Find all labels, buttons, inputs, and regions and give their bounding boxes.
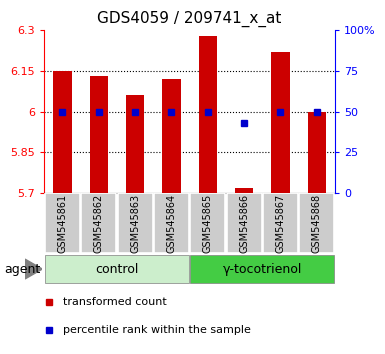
Text: GSM545867: GSM545867 (275, 193, 285, 253)
Bar (263, 193, 298, 253)
Text: agent: agent (4, 263, 40, 275)
Text: GSM545861: GSM545861 (57, 193, 67, 253)
Bar (90, 76, 108, 193)
Bar (235, 188, 253, 193)
Text: GSM545868: GSM545868 (312, 193, 322, 253)
Title: GDS4059 / 209741_x_at: GDS4059 / 209741_x_at (97, 11, 282, 27)
Bar (190, 255, 334, 283)
Bar (162, 79, 181, 193)
Text: GSM545865: GSM545865 (203, 193, 213, 253)
Text: transformed count: transformed count (64, 297, 167, 307)
Text: control: control (95, 263, 139, 275)
Bar (190, 193, 225, 253)
Text: GSM545864: GSM545864 (166, 193, 176, 253)
Bar (154, 193, 189, 253)
Text: GSM545863: GSM545863 (130, 193, 140, 253)
Bar (308, 112, 326, 193)
Text: GSM545866: GSM545866 (239, 193, 249, 253)
Text: GSM545862: GSM545862 (94, 193, 104, 253)
Bar (54, 71, 72, 193)
Bar (227, 193, 261, 253)
Bar (45, 255, 189, 283)
Text: percentile rank within the sample: percentile rank within the sample (64, 325, 251, 335)
Bar (45, 193, 80, 253)
Text: γ-tocotrienol: γ-tocotrienol (223, 263, 302, 275)
Bar (199, 35, 217, 193)
Bar (118, 193, 152, 253)
Bar (300, 193, 334, 253)
Bar (271, 52, 290, 193)
Bar (126, 95, 144, 193)
Polygon shape (25, 259, 42, 279)
Bar (81, 193, 116, 253)
